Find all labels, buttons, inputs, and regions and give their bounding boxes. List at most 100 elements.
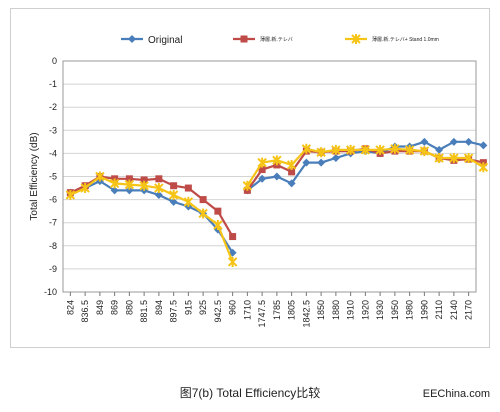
watermark-text: EEChina.com <box>422 388 490 400</box>
x-tick-label: 2110 <box>434 300 444 319</box>
data-point-2 <box>258 166 266 174</box>
x-tick-label: 960 <box>228 300 238 315</box>
data-point-3 <box>65 189 76 200</box>
y-tick-label: -9 <box>49 264 57 274</box>
x-tick-label: 1990 <box>419 300 429 320</box>
data-point-3 <box>139 180 149 191</box>
x-tick-label: 849 <box>95 300 105 315</box>
x-tick-label: 824 <box>65 300 75 315</box>
legend-label-2: 薄層.新.テレバ <box>260 36 293 43</box>
data-point-1 <box>154 190 163 199</box>
data-point-2 <box>125 175 133 183</box>
legend-marker-1 <box>128 35 136 43</box>
data-point-3 <box>301 143 312 154</box>
x-tick-label: 869 <box>110 300 120 315</box>
y-tick-label: -7 <box>49 218 57 228</box>
legend-label-1: Original <box>148 35 182 46</box>
data-point-1 <box>258 174 267 183</box>
data-point-3 <box>419 146 430 157</box>
x-tick-label: 1805 <box>287 300 297 320</box>
data-point-1 <box>169 197 178 206</box>
y-tick-label: -3 <box>49 125 57 135</box>
data-point-3 <box>154 183 164 194</box>
data-point-1 <box>110 186 119 195</box>
data-point-3 <box>109 178 120 189</box>
chart-frame: 0 -1 -2 -3 -4 -5 -6 -7 -8 -9 -10 824 836.5 849 869 880 8… <box>10 8 490 348</box>
x-tick-label: 897.5 <box>169 300 179 323</box>
y-tick-label: -4 <box>49 148 57 158</box>
x-tick-label: 880 <box>124 300 134 315</box>
data-point-2 <box>214 207 222 215</box>
y-tick-label: -10 <box>44 287 57 297</box>
x-tick-label: 836.5 <box>80 300 90 323</box>
legend-label-3: 薄層.新.テレバ+ Stand 1.0mm <box>372 36 439 43</box>
data-point-3 <box>272 155 282 166</box>
series-line-2 <box>69 175 234 238</box>
x-tick-label: 1785 <box>272 300 282 320</box>
x-tick-label: 881.5 <box>139 300 149 323</box>
plot-area <box>62 60 477 293</box>
y-axis-label: Total Efficiency (dB) <box>29 132 40 220</box>
y-tick-label: -5 <box>49 172 57 182</box>
data-point-3 <box>286 159 297 170</box>
data-point-3 <box>80 183 90 194</box>
x-tick-label: 1710 <box>242 300 252 320</box>
figure-caption: 图7(b) Total Efficiency比较 <box>179 386 321 400</box>
x-tick-label: 1950 <box>390 300 400 320</box>
data-point-1 <box>125 186 134 195</box>
data-point-3 <box>345 144 356 155</box>
data-point-2 <box>184 184 192 192</box>
data-point-1 <box>435 145 444 154</box>
data-point-2 <box>229 233 237 241</box>
data-point-3 <box>183 196 194 207</box>
data-point-1 <box>449 137 458 146</box>
data-point-1 <box>302 158 311 167</box>
x-tick-label: 925 <box>198 300 208 315</box>
data-point-2 <box>155 175 163 183</box>
data-point-3 <box>257 157 267 168</box>
data-point-3 <box>390 143 400 154</box>
data-point-1 <box>317 158 326 167</box>
x-tick-label: 915 <box>183 300 193 315</box>
data-point-3 <box>227 256 238 267</box>
data-point-3 <box>124 179 135 190</box>
data-point-3 <box>213 220 223 231</box>
x-tick-label: 894 <box>154 300 164 315</box>
data-point-1 <box>479 141 488 150</box>
x-tick-label: 1910 <box>346 300 356 320</box>
x-tick-label: 942.5 <box>213 300 223 323</box>
data-point-1 <box>287 179 296 188</box>
y-tick-label: 0 <box>52 56 57 66</box>
y-tick-label: -2 <box>49 102 57 112</box>
efficiency-line-chart: 0 -1 -2 -3 -4 -5 -6 -7 -8 -9 -10 824 836.5 849 869 880 8… <box>29 34 489 328</box>
y-tick-label: -1 <box>49 79 57 89</box>
data-point-3 <box>331 144 341 155</box>
data-point-3 <box>242 180 253 191</box>
data-point-3 <box>404 144 415 155</box>
data-point-3 <box>375 144 385 155</box>
data-point-3 <box>449 153 459 164</box>
x-tick-label: 2140 <box>449 300 459 320</box>
x-tick-label: 1842.5 <box>301 300 311 328</box>
x-tick-label: 1920 <box>360 300 370 320</box>
data-point-3 <box>168 189 179 200</box>
data-point-3 <box>434 153 444 164</box>
x-tick-label: 2170 <box>464 300 474 320</box>
x-tick-label: 1980 <box>405 300 415 320</box>
y-tick-label: -6 <box>49 195 57 205</box>
y-tick-label: -8 <box>49 241 57 251</box>
data-point-3 <box>316 147 326 158</box>
legend-marker-3 <box>351 34 361 44</box>
data-point-3 <box>360 144 371 155</box>
data-point-3 <box>95 171 105 182</box>
data-point-1 <box>331 154 340 163</box>
data-point-3 <box>198 208 208 219</box>
data-point-1 <box>420 137 429 146</box>
x-tick-label: 1850 <box>316 300 326 320</box>
data-point-3 <box>463 153 474 164</box>
x-tick-label: 1930 <box>375 300 385 320</box>
x-tick-label: 1747.5 <box>257 300 267 328</box>
data-point-2 <box>199 196 207 204</box>
data-point-2 <box>140 176 148 184</box>
x-tick-label: 1880 <box>331 300 341 320</box>
